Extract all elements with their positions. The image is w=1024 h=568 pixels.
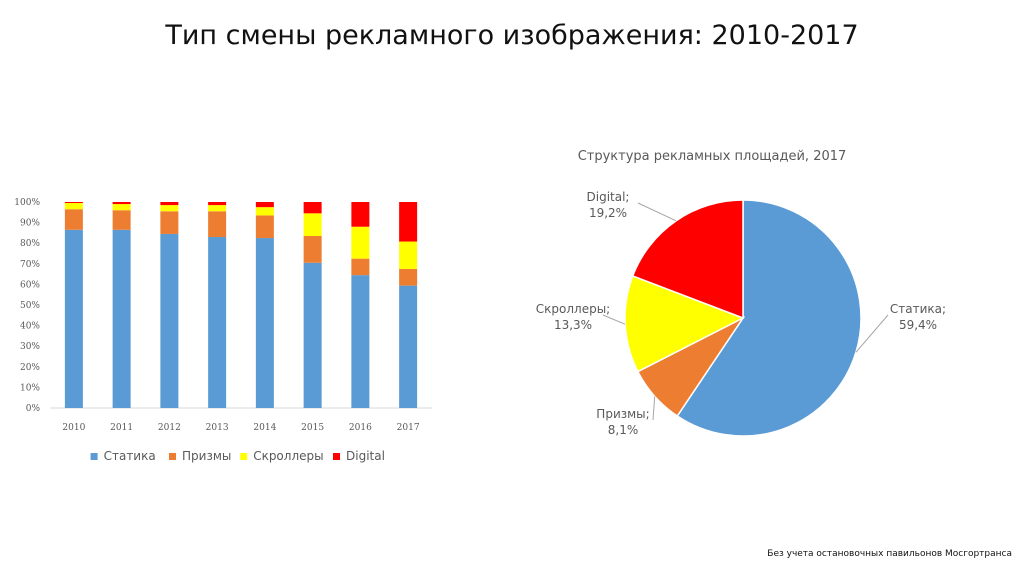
y-tick-label: 60% <box>20 280 40 290</box>
slice-label-value: 19,2% <box>589 206 627 220</box>
bar-segment <box>351 258 370 276</box>
pie-slice <box>676 199 862 437</box>
y-tick-label: 0% <box>26 404 41 414</box>
legend-label: Digital <box>346 449 385 463</box>
bar-segment <box>255 238 274 408</box>
leader-line <box>637 202 677 222</box>
y-tick-label: 20% <box>20 363 40 373</box>
slice-label-value: 8,1% <box>608 423 639 437</box>
slice-label-name: Призмы; <box>596 407 649 421</box>
legend-label: Призмы <box>182 449 231 463</box>
x-tick-label: 2014 <box>253 423 276 433</box>
y-tick-label: 30% <box>20 342 40 352</box>
bar-segment <box>112 229 131 408</box>
footnote: Без учета остановочных павильонов Мосгор… <box>767 549 1012 559</box>
y-tick-label: 40% <box>20 322 40 332</box>
legend-label: Скроллеры <box>253 449 323 463</box>
legend-swatch <box>333 453 340 460</box>
bar-segment <box>64 229 83 408</box>
x-tick-label: 2015 <box>301 423 324 433</box>
y-tick-label: 50% <box>20 301 40 311</box>
bar-segment <box>64 209 83 230</box>
x-tick-label: 2010 <box>62 423 85 433</box>
bar-segment <box>303 202 322 214</box>
leader-line <box>855 314 889 353</box>
bar-segment <box>112 204 131 211</box>
legend-swatch <box>90 453 98 460</box>
bar-segment <box>112 202 131 205</box>
bar-segment <box>399 202 418 242</box>
slice-label-value: 13,3% <box>554 318 592 332</box>
bar-segment <box>255 202 274 208</box>
pie-slice <box>624 274 745 373</box>
bar-segment <box>255 215 274 239</box>
bar-segment <box>351 202 370 227</box>
x-tick-label: 2017 <box>397 423 420 433</box>
bar-segment <box>351 275 370 408</box>
legend-swatch <box>240 453 248 460</box>
bar-segment <box>208 237 227 408</box>
bar-segment <box>303 213 322 236</box>
bar-segment <box>160 205 179 212</box>
bar-segment <box>303 235 322 263</box>
x-tick-label: 2012 <box>158 423 181 433</box>
bar-segment <box>208 205 227 212</box>
slice-label-name: Статика; <box>890 302 946 316</box>
y-tick-label: 100% <box>14 198 40 208</box>
legend-swatch <box>169 453 176 460</box>
pie-chart: Структура рекламных площадей, 2017 Стати… <box>536 149 946 437</box>
page-title: Тип смены рекламного изображения: 2010-2… <box>165 20 859 51</box>
slice-label-name: Digital; <box>587 190 630 204</box>
slice-label-value: 59,4% <box>899 318 937 332</box>
x-tick-label: 2013 <box>206 423 229 433</box>
bar-segment <box>399 241 418 269</box>
legend-label: Статика <box>104 449 156 463</box>
bar-segment <box>399 285 418 408</box>
pie-title: Структура рекламных площадей, 2017 <box>578 149 847 164</box>
bar-segment <box>64 202 83 204</box>
bar-segment <box>351 226 370 259</box>
bar-segment <box>112 210 131 230</box>
stacked-bar-chart: 0% 10% 20% 30% 40% 50% 60% 70% 80% 90% 100% 2010 20… <box>14 198 432 463</box>
y-tick-label: 70% <box>20 260 40 270</box>
bar-segment <box>160 211 179 234</box>
y-tick-label: 90% <box>20 219 40 229</box>
bar-segment <box>208 202 227 206</box>
leader-line <box>602 314 626 325</box>
bar-segment <box>208 211 227 238</box>
leader-line <box>652 396 656 421</box>
bar-segment <box>255 207 274 216</box>
y-tick-label: 80% <box>20 239 40 249</box>
slice-label-name: Скроллеры; <box>536 302 610 316</box>
bar-segment <box>303 262 322 408</box>
bar-segment <box>160 202 179 206</box>
bar-segment <box>64 203 83 210</box>
x-tick-label: 2011 <box>110 423 133 433</box>
bar-segment <box>399 268 418 286</box>
x-tick-label: 2016 <box>349 423 372 433</box>
y-tick-label: 10% <box>20 383 40 393</box>
bar-segment <box>160 233 179 408</box>
